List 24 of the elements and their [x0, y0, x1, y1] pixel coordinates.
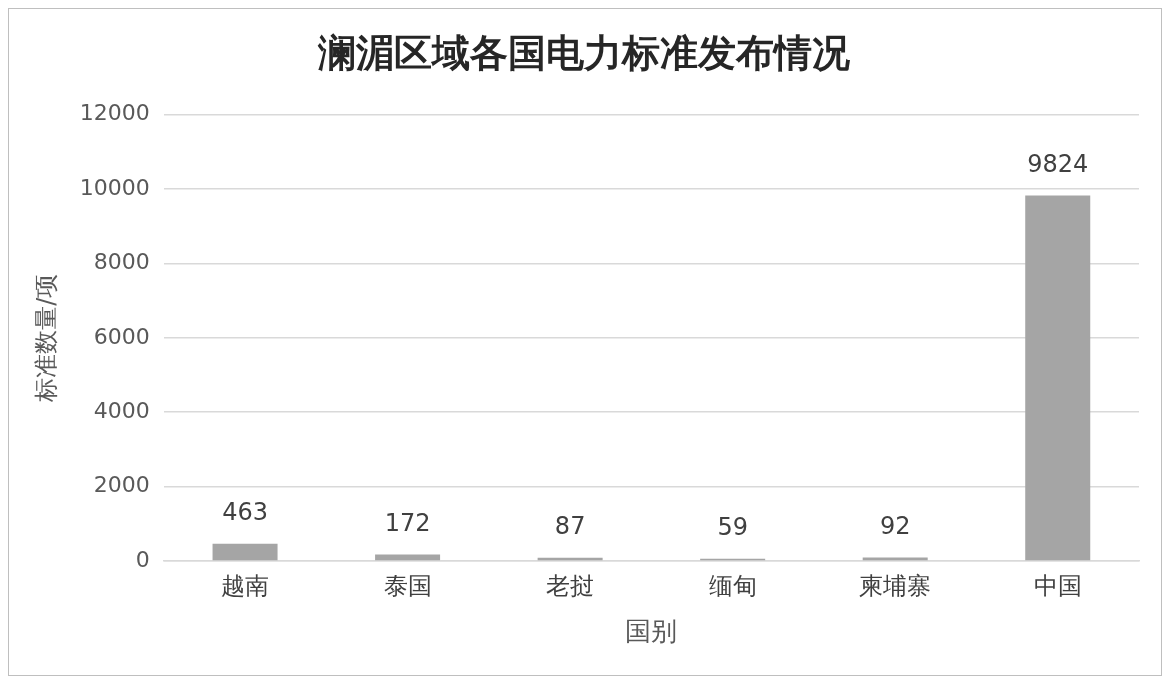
bar	[1025, 195, 1091, 561]
y-tick-label: 4000	[93, 397, 150, 423]
data-label: 172	[384, 508, 431, 537]
y-tick-label: 2000	[93, 472, 150, 498]
y-tick-label: 6000	[93, 323, 150, 349]
chart-title: 澜湄区域各国电力标准发布情况	[317, 30, 850, 75]
y-axis-title: 标准数量/项	[31, 273, 60, 403]
data-label: 87	[554, 512, 586, 540]
data-label: 92	[879, 511, 911, 540]
x-tick-label: 泰国	[383, 571, 432, 600]
x-tick-label: 中国	[1033, 571, 1082, 600]
y-tick-label: 0	[135, 546, 150, 572]
data-label: 59	[717, 513, 748, 542]
x-tick-label: 老挝	[546, 571, 595, 600]
y-tick-label: 8000	[93, 249, 150, 275]
bar	[212, 543, 278, 561]
data-label: 463	[222, 498, 268, 527]
x-axis-title: 国别	[625, 616, 678, 647]
y-tick-label: 10000	[79, 174, 150, 200]
x-tick-label: 缅甸	[708, 571, 757, 600]
data-label: 9824	[1027, 149, 1089, 178]
x-tick-label: 柬埔寨	[859, 571, 932, 600]
y-tick-label: 12000	[79, 100, 150, 126]
x-tick-label: 越南	[221, 571, 270, 600]
